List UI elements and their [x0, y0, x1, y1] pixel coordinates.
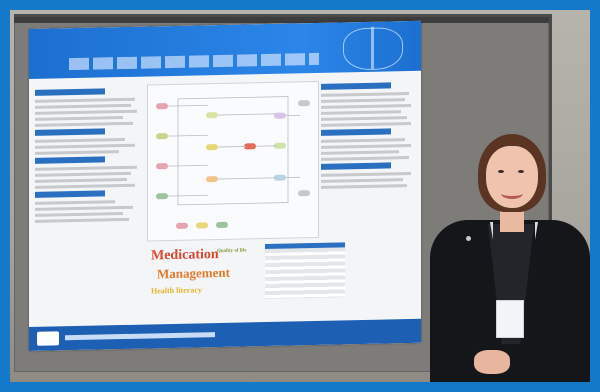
text-line — [35, 165, 137, 171]
lapel-pin-icon — [466, 236, 471, 241]
text-line — [35, 97, 135, 103]
research-poster: Medication Management Quality of life He… — [29, 20, 421, 352]
text-line — [321, 178, 403, 183]
eye-icon — [518, 170, 524, 173]
poster-diagram — [147, 80, 319, 242]
text-line — [321, 110, 401, 115]
wordcloud-word: Management — [157, 264, 230, 282]
section-heading — [35, 156, 105, 164]
poster-left-column — [35, 85, 143, 297]
text-line — [321, 138, 405, 143]
text-line — [321, 98, 405, 103]
text-line — [35, 137, 125, 143]
section-heading — [321, 162, 391, 170]
photo: Medication Management Quality of life He… — [10, 10, 590, 382]
section-heading — [35, 128, 105, 136]
text-line — [321, 92, 409, 97]
text-line — [321, 156, 409, 161]
university-logo-icon — [37, 331, 59, 346]
text-line — [35, 183, 135, 189]
diagram-connectors — [168, 96, 300, 206]
text-line — [35, 217, 129, 223]
footer-text-line — [65, 332, 215, 341]
smile — [501, 188, 523, 199]
text-line — [35, 103, 131, 109]
poster-footer — [29, 318, 421, 351]
text-line — [321, 150, 399, 155]
poster-right-column — [321, 79, 415, 281]
section-heading — [321, 128, 391, 136]
text-line — [35, 109, 137, 115]
text-line — [35, 150, 119, 155]
text-line — [35, 177, 127, 183]
text-line — [321, 171, 411, 177]
text-line — [321, 103, 411, 109]
text-line — [321, 184, 407, 189]
text-line — [35, 212, 123, 217]
poster-title — [69, 29, 319, 34]
poster-wordcloud: Medication Management Quality of life He… — [151, 246, 261, 308]
section-heading — [35, 88, 105, 96]
poster-header — [29, 20, 421, 79]
text-line — [321, 143, 411, 149]
text-line — [35, 171, 131, 177]
person-hands — [474, 350, 510, 374]
text-line — [35, 205, 133, 211]
text-line — [35, 143, 135, 149]
section-heading — [35, 190, 105, 198]
eye-icon — [498, 170, 504, 173]
wordcloud-word: Health literacy — [151, 285, 202, 296]
name-badge — [496, 300, 524, 338]
text-line — [321, 121, 411, 127]
text-line — [35, 200, 115, 205]
board-top-strip — [14, 17, 549, 23]
text-line — [35, 121, 133, 127]
wordcloud-word: Medication — [151, 247, 219, 264]
section-heading — [321, 82, 391, 90]
text-line — [321, 116, 407, 121]
wordcloud-word: Quality of life — [217, 248, 247, 255]
text-line — [35, 116, 123, 121]
poster-authors — [69, 52, 319, 71]
lung-illustration-icon — [343, 27, 403, 71]
